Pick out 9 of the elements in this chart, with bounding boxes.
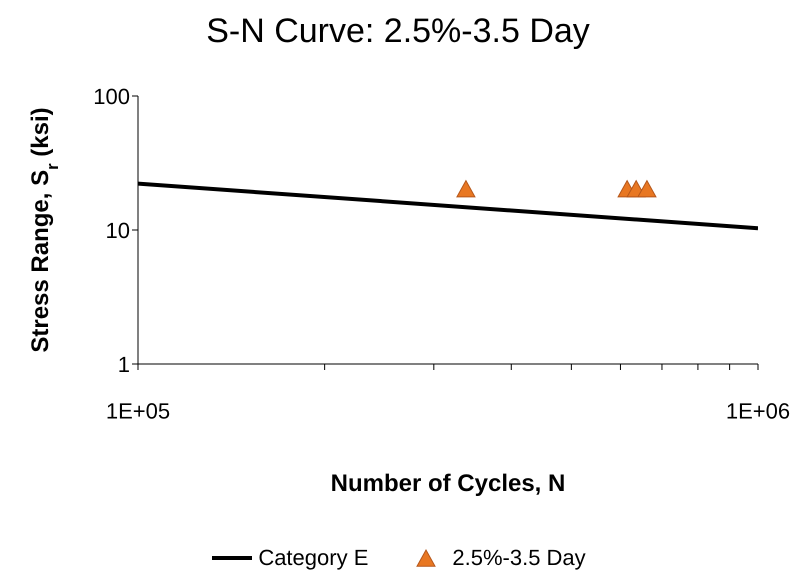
y-tick-label: 100 bbox=[93, 84, 130, 109]
legend-label: 2.5%-3.5 Day bbox=[452, 545, 586, 571]
legend-label: Category E bbox=[258, 545, 368, 571]
y-tick-label: 1 bbox=[118, 352, 130, 377]
chart-title: S-N Curve: 2.5%-3.5 Day bbox=[205, 12, 591, 52]
x-axis-title: Number of Cycles, N bbox=[330, 470, 566, 497]
x-tick-label: 1E+05 bbox=[106, 398, 170, 424]
x-tick-label: 1E+06 bbox=[726, 398, 790, 424]
y-tick-label: 10 bbox=[106, 218, 130, 243]
